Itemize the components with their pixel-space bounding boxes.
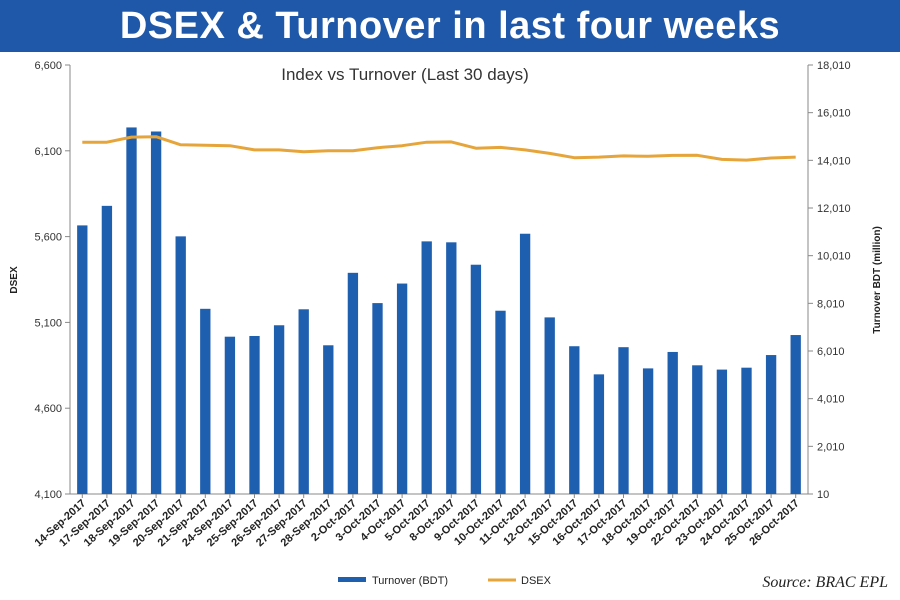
y-left-tick-label: 6,600 (34, 60, 62, 72)
y-right-tick-label: 8,010 (817, 298, 845, 310)
turnover-bar (175, 236, 186, 494)
turnover-bar (323, 345, 334, 494)
y-right-tick-label: 4,010 (817, 394, 845, 406)
turnover-bar (642, 368, 654, 494)
y-right-tick-label: 10,010 (817, 251, 851, 263)
turnover-bar (396, 283, 408, 494)
dsex-line-layer (82, 135, 796, 162)
y-left-tick-label: 5,600 (34, 232, 62, 244)
y-right-tick-label: 2,010 (817, 441, 845, 453)
turnover-bar (716, 369, 728, 494)
y-right-tick-label: 18,010 (817, 60, 851, 72)
turnover-bar (298, 309, 309, 494)
turnover-bar (593, 374, 605, 494)
turnover-bar (224, 336, 236, 494)
turnover-bar (126, 127, 137, 495)
turnover-bar (446, 242, 457, 494)
banner-title: DSEX & Turnover in last four weeks (119, 4, 781, 47)
turnover-bar (519, 233, 531, 495)
legend-turnover-label: Turnover (BDT) (372, 575, 448, 587)
turnover-bar (77, 225, 88, 495)
y-left-tick-label: 6,100 (34, 146, 62, 158)
turnover-bar (765, 355, 777, 494)
turnover-bars (77, 127, 801, 495)
legend-dsex-label: DSEX (521, 575, 552, 587)
y-left-tick-label: 4,100 (34, 489, 62, 501)
y-right-tick-label: 14,010 (817, 155, 851, 167)
x-tick-labels: 14-Sep-201717-Sep-201718-Sep-201719-Sep-… (33, 494, 802, 549)
y-right-tick-label: 10 (817, 489, 829, 501)
turnover-bar (618, 347, 629, 494)
turnover-bar (372, 303, 383, 494)
y-left-tick-label: 4,600 (34, 403, 62, 415)
turnover-bar (421, 241, 432, 494)
dsex-line (82, 135, 796, 162)
y-right-tick-label: 12,010 (817, 203, 851, 215)
turnover-bar (741, 367, 752, 494)
turnover-bar (273, 325, 285, 494)
turnover-bar (544, 317, 555, 494)
turnover-bar (790, 335, 801, 494)
y-left-axis-title: DSEX (9, 266, 20, 294)
y-left-tick-label: 5,100 (34, 317, 62, 329)
y-right-axis-title: Turnover BDT (million) (872, 226, 883, 334)
turnover-bar (347, 272, 359, 494)
turnover-bar (470, 264, 482, 494)
chart-subtitle: Index vs Turnover (Last 30 days) (281, 65, 529, 84)
y-right-tick-label: 6,010 (817, 346, 845, 358)
title-banner: DSEX & Turnover in last four weeks (0, 0, 900, 52)
turnover-bar (495, 310, 506, 494)
turnover-bar (569, 346, 580, 494)
turnover-bar (150, 131, 162, 494)
turnover-bar (200, 308, 211, 494)
source-note: Source: BRAC EPL (762, 574, 888, 591)
turnover-bar (667, 351, 678, 494)
turnover-bar (249, 335, 260, 494)
y-right-tick-label: 16,010 (817, 108, 851, 120)
legend-turnover-swatch (338, 577, 366, 582)
legend: Turnover (BDT) DSEX (338, 575, 552, 587)
turnover-bar (101, 205, 113, 495)
axes: 4,100 4,600 5,100 5,600 6,100 6,600 10 2,010 4,0… (34, 60, 850, 501)
turnover-bar (692, 365, 703, 494)
